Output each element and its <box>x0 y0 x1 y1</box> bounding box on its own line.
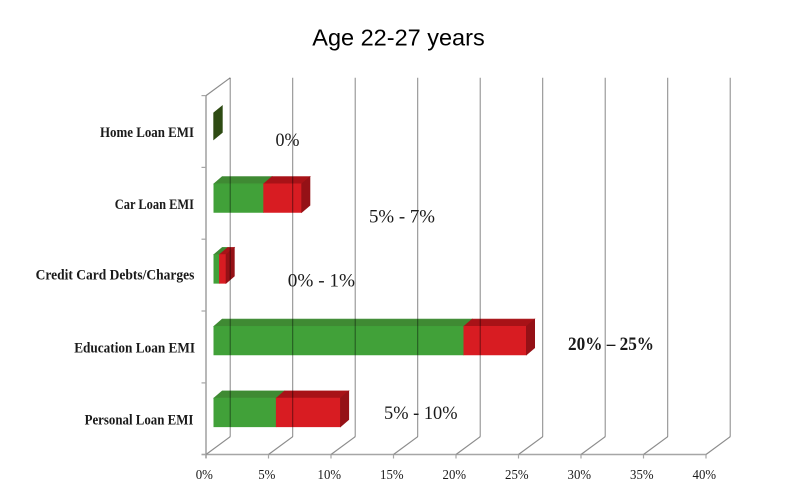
svg-text:5% - 7%: 5% - 7% <box>369 207 435 228</box>
svg-text:30%: 30% <box>568 468 592 483</box>
svg-text:0%: 0% <box>196 468 214 483</box>
svg-text:15%: 15% <box>380 468 404 483</box>
svg-text:20%: 20% <box>443 468 467 483</box>
svg-text:0% - 1%: 0% - 1% <box>288 271 355 292</box>
svg-text:Car Loan EMI: Car Loan EMI <box>115 197 194 213</box>
svg-text:10%: 10% <box>318 468 342 483</box>
svg-text:40%: 40% <box>693 468 717 483</box>
svg-text:25%: 25% <box>505 468 529 483</box>
svg-text:20% – 25%: 20% – 25% <box>568 334 654 355</box>
svg-text:35%: 35% <box>630 468 654 483</box>
svg-text:Home Loan EMI: Home Loan EMI <box>100 125 194 141</box>
svg-text:0%: 0% <box>276 130 300 151</box>
svg-text:Age 22-27 years: Age 22-27 years <box>312 25 484 51</box>
svg-text:5% - 10%: 5% - 10% <box>384 403 458 424</box>
svg-text:5%: 5% <box>258 468 276 483</box>
svg-text:Credit Card Debts/Charges: Credit Card Debts/Charges <box>36 267 195 283</box>
svg-text:Personal Loan EMI: Personal Loan EMI <box>85 412 194 428</box>
svg-text:Education Loan EMI: Education Loan EMI <box>74 341 195 357</box>
